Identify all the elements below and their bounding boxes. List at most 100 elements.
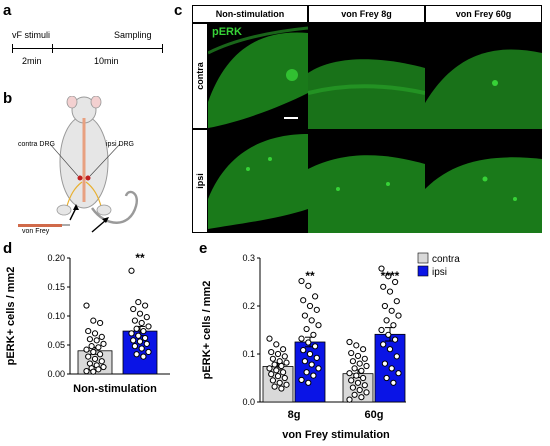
row-label-ipsi-text: ipsi bbox=[195, 173, 206, 189]
data-point bbox=[348, 377, 355, 384]
y-tick-label: 0.15 bbox=[47, 282, 65, 292]
data-point bbox=[360, 346, 367, 353]
data-point bbox=[354, 352, 362, 360]
data-point bbox=[95, 366, 102, 373]
data-point bbox=[301, 358, 309, 365]
data-point bbox=[269, 377, 277, 384]
contra-drg-label: contra DRG bbox=[18, 141, 55, 148]
data-point bbox=[298, 335, 305, 342]
data-point bbox=[100, 363, 107, 371]
data-point bbox=[393, 353, 400, 360]
sampling-label: Sampling bbox=[114, 30, 152, 40]
data-point bbox=[280, 346, 287, 353]
drg-ipsi-dot bbox=[85, 175, 91, 181]
data-point bbox=[308, 317, 315, 324]
data-point bbox=[90, 348, 97, 356]
data-point bbox=[86, 336, 94, 343]
data-point bbox=[305, 339, 312, 346]
data-point bbox=[142, 334, 149, 342]
data-point bbox=[305, 282, 312, 289]
data-point bbox=[136, 310, 144, 317]
data-point bbox=[315, 365, 322, 372]
data-point bbox=[361, 382, 368, 389]
micrograph-image bbox=[425, 157, 542, 233]
data-point bbox=[383, 317, 390, 324]
mouse-schematic: contra DRG ipsi DRG von Frey bbox=[10, 95, 170, 236]
micrograph-contra-vf8g bbox=[308, 23, 425, 129]
data-point bbox=[128, 267, 135, 274]
micrograph-image bbox=[308, 59, 425, 129]
row-label-contra-text: contra bbox=[195, 62, 206, 90]
data-point bbox=[138, 345, 145, 352]
panel-label-e: e bbox=[199, 240, 208, 257]
data-point bbox=[276, 379, 283, 386]
data-point bbox=[378, 326, 385, 334]
data-point bbox=[363, 389, 370, 396]
arrow-line bbox=[91, 219, 107, 233]
data-point bbox=[303, 325, 310, 333]
data-point bbox=[392, 278, 399, 286]
data-point bbox=[351, 365, 358, 372]
data-point bbox=[313, 306, 320, 313]
data-point bbox=[266, 365, 273, 372]
panel-label-a: a bbox=[3, 2, 12, 19]
data-point bbox=[143, 340, 150, 347]
data-point bbox=[283, 359, 290, 366]
data-point bbox=[356, 360, 363, 367]
interval-label-1: 2min bbox=[22, 56, 42, 66]
column-header-vf60g: von Frey 60g bbox=[425, 5, 542, 23]
y-tick-label: 0.05 bbox=[47, 340, 65, 350]
data-point bbox=[351, 391, 358, 398]
data-point bbox=[140, 353, 147, 360]
data-point bbox=[353, 342, 360, 349]
data-point bbox=[91, 330, 99, 337]
drg-contra-dot bbox=[77, 175, 83, 181]
data-point bbox=[392, 336, 399, 343]
data-point bbox=[133, 325, 140, 332]
data-point bbox=[383, 374, 390, 382]
data-point bbox=[93, 337, 100, 344]
data-point bbox=[385, 331, 392, 338]
data-point bbox=[97, 319, 104, 327]
micrograph-ipsi-vf8g bbox=[308, 129, 425, 233]
micrograph-ipsi-vf60g bbox=[425, 129, 542, 233]
data-point bbox=[83, 346, 90, 353]
paw-shape bbox=[96, 204, 112, 216]
micrograph-image bbox=[308, 155, 425, 233]
data-point bbox=[346, 338, 353, 346]
micrograph-ipsi-nonstim bbox=[208, 129, 308, 233]
timeline-tick bbox=[52, 44, 53, 53]
row-label-ipsi: ipsi bbox=[192, 129, 208, 233]
scale-bar bbox=[284, 117, 298, 119]
data-point bbox=[83, 302, 90, 309]
data-point bbox=[346, 396, 353, 403]
data-point bbox=[271, 361, 278, 368]
data-point bbox=[143, 314, 150, 321]
data-point bbox=[381, 360, 388, 367]
data-point bbox=[273, 367, 280, 374]
y-axis-label: pERK+ cells / mm2 bbox=[5, 267, 17, 366]
data-point bbox=[283, 381, 290, 388]
data-point bbox=[83, 368, 90, 375]
column-header-vf8g: von Frey 8g bbox=[308, 5, 425, 23]
x-axis-label: Non-stimulation bbox=[73, 383, 157, 395]
data-point bbox=[142, 302, 149, 309]
data-point bbox=[300, 347, 307, 354]
timeline-tick bbox=[12, 44, 13, 53]
data-point bbox=[305, 379, 312, 386]
data-point bbox=[85, 353, 92, 360]
data-point bbox=[268, 348, 275, 356]
y-tick-label: 0.00 bbox=[47, 369, 65, 379]
data-point bbox=[135, 298, 142, 306]
data-point bbox=[395, 370, 402, 377]
data-point bbox=[274, 350, 282, 358]
data-point bbox=[130, 305, 137, 313]
mouse-drawing bbox=[18, 95, 138, 233]
data-point bbox=[280, 369, 287, 376]
y-axis-label: pERK+ cells / mm2 bbox=[201, 281, 213, 380]
data-point bbox=[348, 349, 355, 357]
micrograph-contra-nonstim: pERK bbox=[208, 23, 308, 129]
timeline-diagram: vF stimuli Sampling 2min 10min bbox=[12, 30, 172, 80]
micrograph-image bbox=[425, 49, 542, 129]
